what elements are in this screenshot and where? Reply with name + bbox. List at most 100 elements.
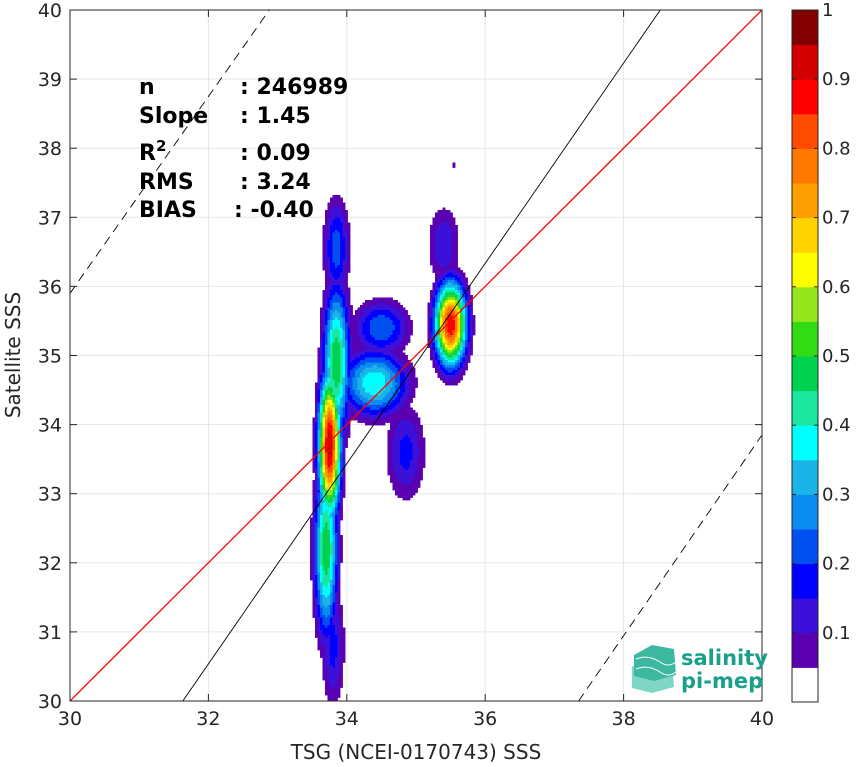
density-cell — [337, 305, 341, 308]
density-cell — [335, 422, 338, 426]
density-cell — [447, 272, 451, 276]
density-cell — [317, 362, 321, 366]
density-cell — [430, 292, 433, 296]
density-cell — [447, 317, 451, 321]
density-cell — [345, 270, 348, 273]
density-cell — [337, 620, 341, 623]
density-cell — [375, 387, 378, 391]
density-cell — [315, 472, 318, 476]
density-cell — [322, 447, 326, 451]
density-cell — [350, 332, 353, 336]
density-cell — [322, 590, 326, 593]
density-cell — [387, 365, 391, 368]
density-cell — [327, 685, 331, 688]
density-cell — [370, 420, 373, 423]
density-cell — [332, 500, 336, 503]
density-cell — [347, 385, 351, 388]
density-cell — [395, 325, 398, 328]
density-cell — [447, 372, 451, 376]
density-cell — [345, 445, 348, 448]
density-cell — [382, 340, 386, 343]
density-cell — [332, 430, 336, 433]
density-cell — [395, 442, 398, 446]
density-cell — [367, 342, 371, 346]
density-cell — [332, 517, 336, 521]
density-cell — [455, 242, 458, 246]
density-cell — [335, 560, 338, 563]
density-cell — [350, 315, 353, 318]
density-cell — [345, 412, 348, 416]
density-cell — [322, 485, 326, 488]
density-cell — [322, 542, 326, 546]
density-cell — [332, 695, 336, 698]
density-cell — [347, 225, 351, 228]
density-cell — [385, 360, 388, 363]
density-cell — [330, 437, 333, 441]
density-cell — [355, 342, 358, 346]
density-cell — [345, 317, 348, 321]
density-cell — [460, 352, 463, 356]
density-cell — [325, 237, 328, 241]
density-cell — [435, 250, 438, 253]
density-cell — [367, 420, 371, 423]
density-cell — [382, 297, 386, 301]
density-cell — [402, 437, 406, 441]
density-cell — [320, 495, 323, 498]
density-cell — [452, 375, 456, 378]
density-cell — [320, 607, 323, 611]
density-cell — [392, 337, 396, 341]
density-cell — [392, 390, 396, 393]
density-cell — [352, 382, 356, 386]
density-cell — [350, 337, 353, 341]
density-cell — [442, 327, 446, 331]
one-to-one-line — [70, 10, 762, 701]
density-cell — [332, 327, 336, 331]
density-cell — [317, 560, 321, 563]
density-cell — [325, 322, 328, 326]
density-cell — [332, 557, 336, 561]
density-cell — [312, 555, 316, 558]
density-cell — [320, 585, 323, 588]
density-cell — [390, 455, 393, 458]
density-cell — [432, 295, 436, 298]
density-cell — [392, 457, 396, 461]
density-cell — [322, 675, 326, 678]
density-cell — [335, 587, 338, 591]
density-cell — [400, 307, 403, 311]
density-cell — [320, 642, 323, 646]
density-cell — [450, 235, 453, 238]
density-cell — [337, 210, 341, 213]
density-cell — [332, 615, 336, 618]
density-cell — [455, 332, 458, 336]
density-cell — [415, 440, 418, 443]
density-cell — [405, 435, 408, 438]
density-cell — [405, 322, 408, 326]
density-cell — [435, 312, 438, 316]
density-cell — [427, 342, 431, 346]
density-cell — [322, 347, 326, 351]
density-cell — [387, 312, 391, 316]
density-cell — [447, 305, 451, 308]
density-cell — [457, 327, 461, 331]
density-cell — [392, 377, 396, 381]
density-cell — [367, 307, 371, 311]
density-cell — [337, 672, 341, 676]
density-cell — [372, 400, 376, 403]
density-cell — [392, 362, 396, 366]
density-cell — [407, 370, 411, 373]
density-cell — [392, 477, 396, 481]
density-cell — [415, 457, 418, 461]
density-cell — [320, 412, 323, 416]
density-cell — [365, 415, 368, 418]
density-cell — [342, 460, 346, 463]
density-cell — [327, 552, 331, 556]
density-cell — [345, 285, 348, 288]
density-cell — [317, 620, 321, 623]
density-cell — [327, 580, 331, 583]
density-cell — [385, 367, 388, 371]
density-cell — [460, 287, 463, 291]
density-cell — [332, 610, 336, 613]
density-cell — [435, 345, 438, 348]
density-cell — [327, 662, 331, 666]
density-cell — [325, 215, 328, 218]
